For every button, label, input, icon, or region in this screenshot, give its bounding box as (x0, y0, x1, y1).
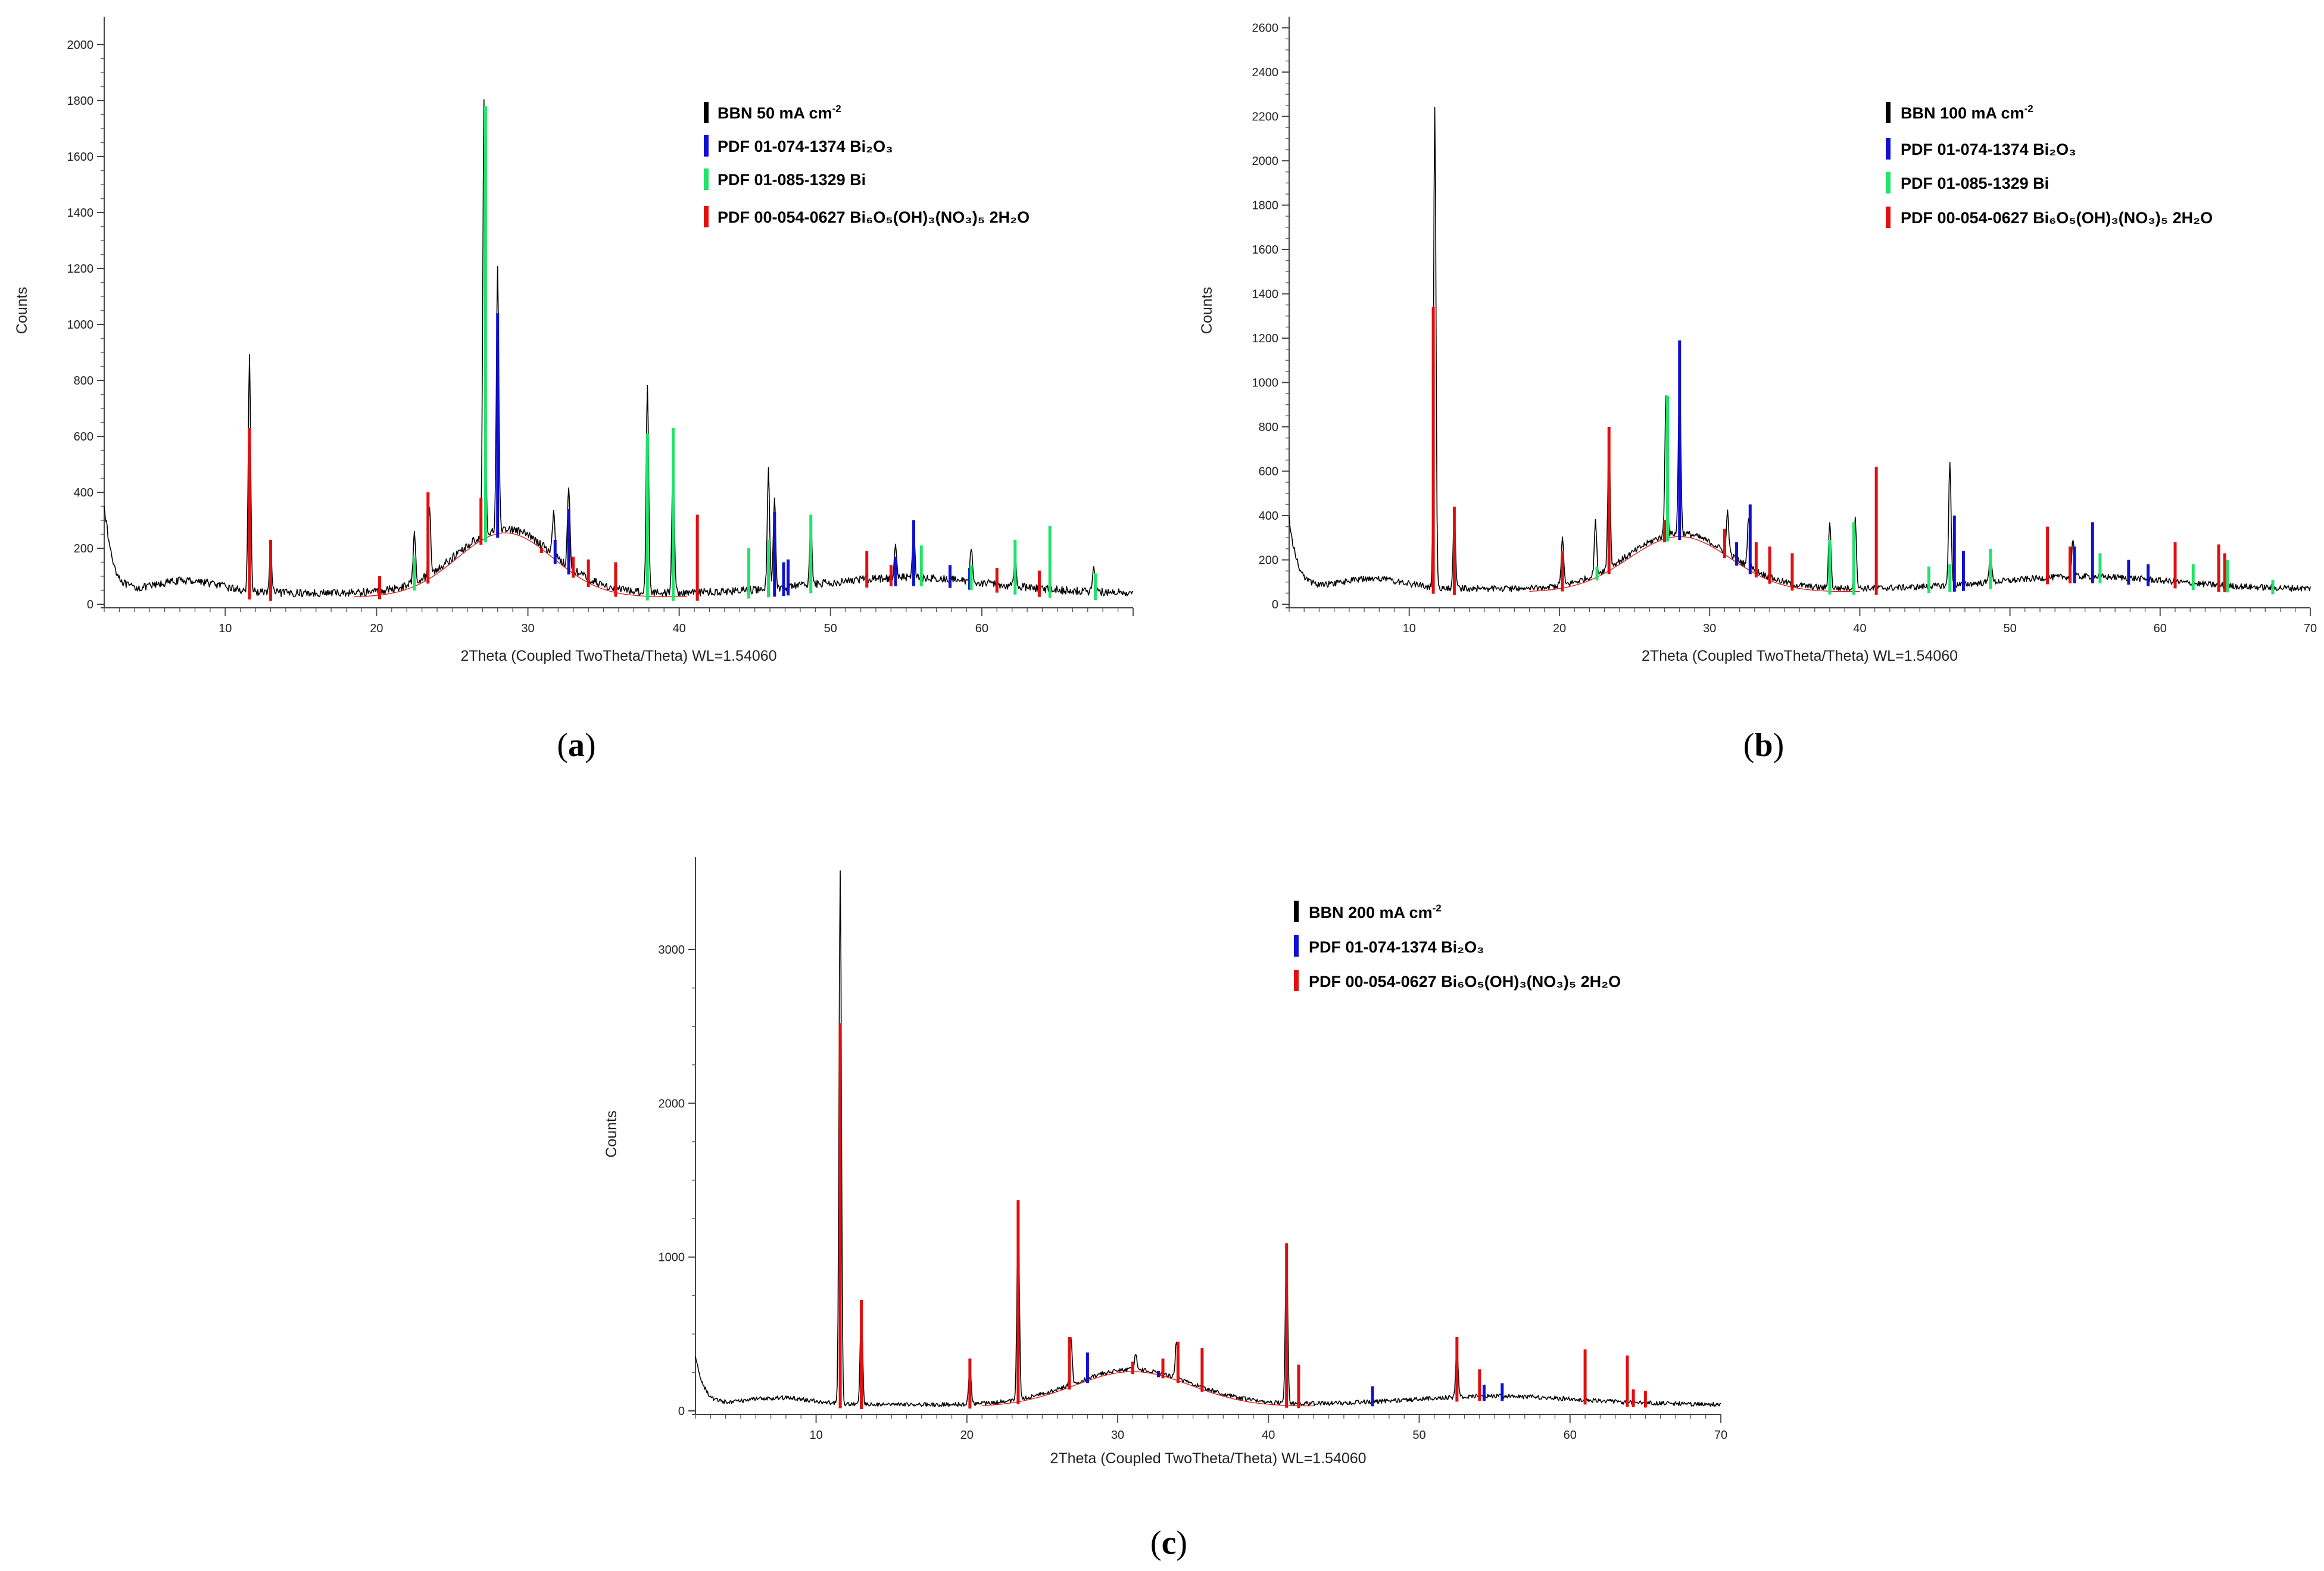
background-fit-line (982, 1371, 1314, 1407)
panel-b-label: (b) (1743, 727, 1784, 764)
measured-pattern-line (1289, 107, 2311, 592)
y-tick-label: 800 (1259, 421, 1278, 434)
panel-c: 0 1000 2000 3000 10 20 30 40 50 60 70 2Theta (Coupl… (603, 857, 1727, 1561)
legend-swatch-bi2o3 (1294, 935, 1299, 957)
legend-label-bi2o3: PDF 01-074-1374 Bi₂O₃ (1901, 140, 2076, 158)
y-tick-label: 1000 (659, 1251, 685, 1264)
y-tick-label: 0 (1272, 598, 1278, 611)
panel-a-label: (a) (557, 727, 595, 764)
measured-pattern-line (695, 870, 1721, 1407)
x-tick-label: 10 (219, 622, 232, 635)
x-tick-label: 40 (1262, 1429, 1275, 1442)
legend-label-measured: BBN 100 mA cm-2 (1901, 103, 2033, 122)
legend-swatch-bi (704, 168, 709, 190)
y-axis-title: Counts (14, 287, 30, 334)
panel-b-legend: BBN 100 mA cm-2 PDF 01-074-1374 Bi₂O₃ PD… (1886, 102, 2213, 228)
x-tick-label: 60 (2154, 622, 2167, 635)
y-tick-label: 1800 (1252, 199, 1279, 213)
x-tick-label: 60 (1564, 1429, 1577, 1442)
x-tick-label: 10 (1403, 622, 1416, 635)
panel-a-plot: 0 200 400 600 800 1000 1200 1400 1600 1800 2000 10 2… (14, 17, 1134, 664)
y-tick-label: 1200 (1252, 332, 1279, 345)
y-tick-label: 1000 (67, 318, 94, 332)
x-tick-label: 40 (673, 622, 686, 635)
legend-label-bi: PDF 01-085-1329 Bi (1901, 174, 2049, 192)
y-tick-label: 600 (1259, 466, 1278, 479)
x-axis-title: 2Theta (Coupled TwoTheta/Theta) WL=1.540… (1050, 1450, 1366, 1467)
legend-label-bi: PDF 01-085-1329 Bi (718, 171, 866, 189)
x-axis-title: 2Theta (Coupled TwoTheta/Theta) WL=1.540… (460, 648, 776, 664)
y-tick-label: 1200 (67, 263, 94, 276)
y-tick-label: 0 (678, 1405, 685, 1418)
y-tick-label: 2000 (1252, 155, 1279, 168)
x-tick-label: 30 (521, 622, 534, 635)
legend-label-bbn-ref: PDF 00-054-0627 Bi₆O₅(OH)₃(NO₃)₅ 2H₂O (1901, 209, 2213, 227)
y-tick-label: 1400 (67, 207, 94, 220)
x-tick-label: 20 (370, 622, 383, 635)
legend-swatch-bbn-ref (1886, 207, 1891, 228)
legend-swatch-measured (704, 102, 709, 123)
background-fit-line (1529, 536, 1860, 592)
x-tick-label: 40 (1853, 622, 1866, 635)
panel-a-legend: BBN 50 mA cm-2 PDF 01-074-1374 Bi₂O₃ PDF… (704, 102, 1030, 227)
y-tick-label: 1400 (1252, 288, 1279, 301)
legend-label-bi2o3: PDF 01-074-1374 Bi₂O₃ (718, 138, 893, 155)
y-tick-label: 200 (74, 542, 93, 555)
x-tick-label: 50 (824, 622, 837, 635)
y-tick-label: 0 (87, 598, 93, 611)
x-tick-label: 70 (1714, 1429, 1727, 1442)
background-fit-line (354, 532, 687, 598)
legend-swatch-measured (1886, 102, 1891, 123)
legend-swatch-bbn-ref (1294, 970, 1299, 991)
y-tick-label: 2400 (1252, 66, 1279, 79)
legend-swatch-bi2o3 (704, 135, 709, 157)
panel-b-plot: 0 200 400 600 800 1000 1200 1400 1600 1800 2000 220… (1199, 17, 2317, 664)
x-tick-label: 30 (1703, 622, 1716, 635)
y-axis-title: Counts (1199, 287, 1215, 334)
legend-swatch-bi2o3 (1886, 138, 1891, 160)
x-axis-title: 2Theta (Coupled TwoTheta/Theta) WL=1.540… (1642, 648, 1958, 664)
y-tick-label: 2000 (67, 39, 94, 52)
x-tick-label: 60 (975, 622, 988, 635)
legend-label-bbn-ref: PDF 00-054-0627 Bi₆O₅(OH)₃(NO₃)₅ 2H₂O (718, 208, 1030, 226)
y-tick-label: 400 (74, 486, 93, 499)
y-tick-label: 2200 (1252, 111, 1279, 124)
x-tick-label: 20 (1553, 622, 1566, 635)
y-tick-label: 400 (1259, 510, 1278, 523)
panel-a: 0 200 400 600 800 1000 1200 1400 1600 1800 2000 10 2… (14, 17, 1134, 764)
legend-label-measured: BBN 50 mA cm-2 (718, 103, 841, 122)
y-tick-label: 2600 (1252, 22, 1279, 35)
y-tick-label: 1000 (1252, 377, 1279, 390)
x-tick-label: 20 (960, 1429, 974, 1442)
x-tick-label: 50 (1412, 1429, 1425, 1442)
x-tick-label: 10 (809, 1429, 822, 1442)
legend-label-measured: BBN 200 mA cm-2 (1309, 902, 1442, 922)
x-tick-label: 70 (2304, 622, 2317, 635)
y-tick-label: 600 (74, 430, 93, 443)
legend-swatch-bbn-ref (704, 206, 709, 227)
panel-b: 0 200 400 600 800 1000 1200 1400 1600 1800 2000 220… (1199, 17, 2317, 764)
y-tick-label: 3000 (659, 944, 685, 957)
y-tick-label: 1800 (67, 95, 94, 108)
measured-pattern-line (104, 99, 1133, 598)
x-tick-label: 50 (2003, 622, 2016, 635)
y-tick-label: 2000 (659, 1097, 685, 1110)
legend-label-bi2o3: PDF 01-074-1374 Bi₂O₃ (1309, 938, 1484, 956)
legend-swatch-measured (1294, 901, 1299, 922)
panel-c-label: (c) (1150, 1525, 1187, 1561)
y-axis-title: Counts (603, 1110, 620, 1157)
panel-c-plot: 0 1000 2000 3000 10 20 30 40 50 60 70 2Theta (Coupl… (603, 857, 1727, 1467)
legend-swatch-bi (1886, 172, 1891, 193)
legend-label-bbn-ref: PDF 00-054-0627 Bi₆O₅(OH)₃(NO₃)₅ 2H₂O (1309, 973, 1621, 991)
y-tick-label: 1600 (67, 151, 94, 164)
y-tick-label: 200 (1259, 554, 1278, 567)
y-tick-label: 800 (74, 374, 93, 388)
y-tick-label: 1600 (1252, 243, 1279, 257)
panel-c-legend: BBN 200 mA cm-2 PDF 01-074-1374 Bi₂O₃ PD… (1294, 901, 1621, 991)
x-tick-label: 30 (1111, 1429, 1124, 1442)
